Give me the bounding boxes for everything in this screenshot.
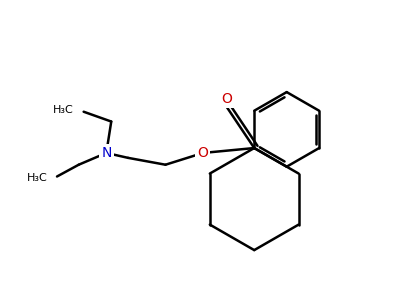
Text: O: O: [221, 92, 232, 106]
Text: O: O: [198, 146, 208, 160]
Text: H₃C: H₃C: [53, 105, 74, 115]
Text: H₃C: H₃C: [26, 173, 47, 184]
Text: N: N: [101, 146, 112, 160]
